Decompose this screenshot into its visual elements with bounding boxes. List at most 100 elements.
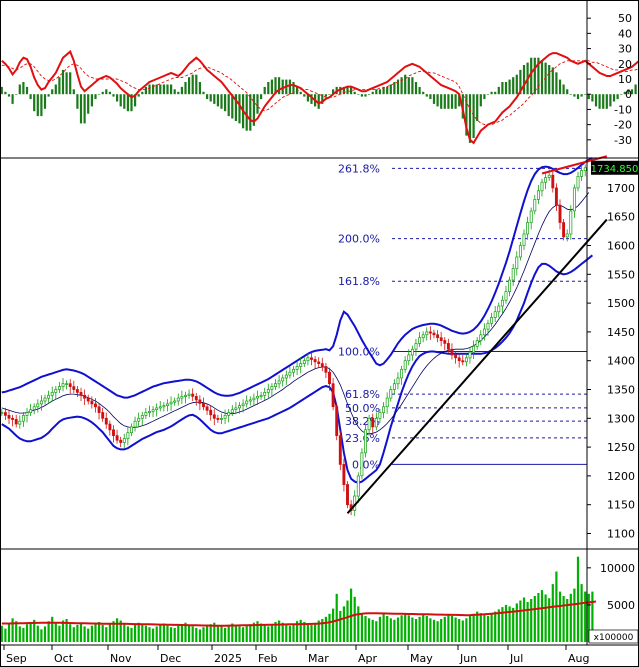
candle-body bbox=[374, 417, 378, 428]
volume-bar bbox=[108, 624, 111, 642]
volume-bar bbox=[303, 622, 306, 642]
candle-body bbox=[536, 190, 540, 200]
macd-histogram-bar bbox=[299, 91, 302, 95]
candle-body bbox=[137, 417, 141, 422]
volume-y-tick-label: 5000 bbox=[607, 599, 635, 612]
volume-bar bbox=[386, 616, 389, 642]
volume-bar bbox=[224, 627, 227, 642]
candle-body bbox=[288, 371, 292, 376]
macd-histogram-bar bbox=[40, 94, 43, 117]
macd-histogram-bar bbox=[159, 84, 162, 95]
volume-bar bbox=[357, 606, 360, 642]
macd-histogram-bar bbox=[396, 79, 400, 95]
macd-histogram-bar bbox=[414, 82, 418, 95]
macd-histogram-bar bbox=[177, 91, 180, 95]
candle-body bbox=[83, 394, 87, 399]
candle-body bbox=[3, 412, 7, 416]
candle-body bbox=[14, 419, 18, 425]
volume-bar bbox=[422, 614, 425, 642]
candle-body bbox=[180, 396, 184, 399]
volume-bar bbox=[198, 629, 201, 642]
macd-histogram-bar bbox=[512, 77, 515, 95]
macd-histogram-bar bbox=[25, 86, 29, 95]
macd-histogram-bar bbox=[342, 86, 345, 95]
volume-bar bbox=[79, 622, 83, 642]
macd-histogram-bar bbox=[566, 89, 569, 95]
macd-y-tick-label: 30 bbox=[618, 43, 632, 56]
candle-body bbox=[72, 386, 76, 390]
candle-body bbox=[104, 417, 108, 425]
volume-bar bbox=[98, 622, 101, 642]
candle-body bbox=[140, 415, 144, 419]
macd-histogram-bar bbox=[598, 94, 601, 109]
volume-bar bbox=[562, 596, 565, 642]
volume-bar bbox=[162, 623, 165, 642]
volume-bar bbox=[278, 620, 281, 642]
macd-histogram-bar bbox=[368, 94, 371, 95]
price-y-tick-label: 1300 bbox=[607, 412, 635, 425]
volume-bar bbox=[501, 607, 504, 642]
candle-body bbox=[562, 222, 566, 238]
macd-y-tick-label: -20 bbox=[614, 119, 632, 132]
macd-histogram-bar bbox=[393, 82, 396, 95]
candle-body bbox=[198, 399, 202, 404]
volume-bar bbox=[483, 614, 486, 642]
volume-bar bbox=[119, 620, 122, 642]
macd-panel: 50 40 30 20 10 0 -10 -20 -30 bbox=[0, 12, 639, 147]
macd-histogram-bar bbox=[551, 67, 554, 95]
candle-body bbox=[346, 484, 349, 506]
candle-body bbox=[414, 343, 418, 350]
macd-histogram-bar bbox=[123, 94, 126, 109]
candle-body bbox=[29, 409, 33, 413]
volume-bar bbox=[18, 626, 21, 642]
macd-histogram-bar bbox=[202, 91, 205, 95]
macd-histogram-bar bbox=[256, 94, 259, 114]
macd-histogram-bar bbox=[627, 89, 630, 95]
volume-bar bbox=[184, 622, 187, 642]
candle-body bbox=[400, 368, 404, 379]
macd-histogram-bar bbox=[281, 79, 284, 95]
macd-histogram-bar bbox=[422, 91, 425, 95]
candle-body bbox=[551, 174, 555, 189]
macd-histogram-bar bbox=[260, 94, 263, 100]
macd-histogram-bar bbox=[321, 94, 324, 104]
volume-bar bbox=[533, 596, 536, 642]
candle-body bbox=[0, 412, 4, 414]
macd-histogram-bar bbox=[105, 89, 108, 95]
volume-bar bbox=[227, 625, 230, 642]
volume-bar bbox=[61, 620, 65, 642]
macd-histogram-bar bbox=[620, 94, 623, 95]
volume-y-tick-label: 10000 bbox=[600, 562, 635, 575]
candle-body bbox=[115, 435, 119, 441]
candle-body bbox=[320, 363, 324, 367]
macd-histogram-bar bbox=[101, 91, 104, 95]
candle-body bbox=[367, 417, 371, 431]
macd-histogram-bar bbox=[429, 94, 432, 100]
volume-bar bbox=[141, 624, 144, 642]
candle-body bbox=[500, 299, 504, 307]
candle-body bbox=[209, 409, 213, 416]
macd-histogram-bar bbox=[58, 77, 61, 95]
macd-histogram-bar bbox=[180, 86, 183, 95]
candle-body bbox=[101, 412, 105, 419]
volume-bar bbox=[249, 624, 252, 642]
macd-histogram-bar bbox=[357, 94, 360, 95]
macd-histogram-bar bbox=[623, 91, 626, 95]
macd-histogram-bar bbox=[188, 77, 191, 95]
x-tick-label: Apr bbox=[358, 652, 378, 665]
candle-body bbox=[497, 305, 501, 313]
macd-histogram-bar bbox=[440, 94, 443, 109]
macd-histogram-bar bbox=[141, 91, 144, 95]
macd-histogram-bar bbox=[454, 94, 457, 109]
candle-body bbox=[277, 380, 281, 385]
fib-level-label: 0.0% bbox=[352, 458, 380, 471]
volume-bar bbox=[231, 623, 234, 642]
volume-bar bbox=[418, 616, 421, 642]
macd-histogram-bar bbox=[522, 65, 526, 95]
macd-histogram-bar bbox=[630, 89, 634, 95]
macd-histogram-bar bbox=[11, 94, 14, 104]
candle-body bbox=[436, 334, 440, 339]
volume-bar bbox=[25, 624, 29, 642]
candle-body bbox=[155, 407, 159, 410]
macd-histogram-bar bbox=[43, 94, 47, 109]
